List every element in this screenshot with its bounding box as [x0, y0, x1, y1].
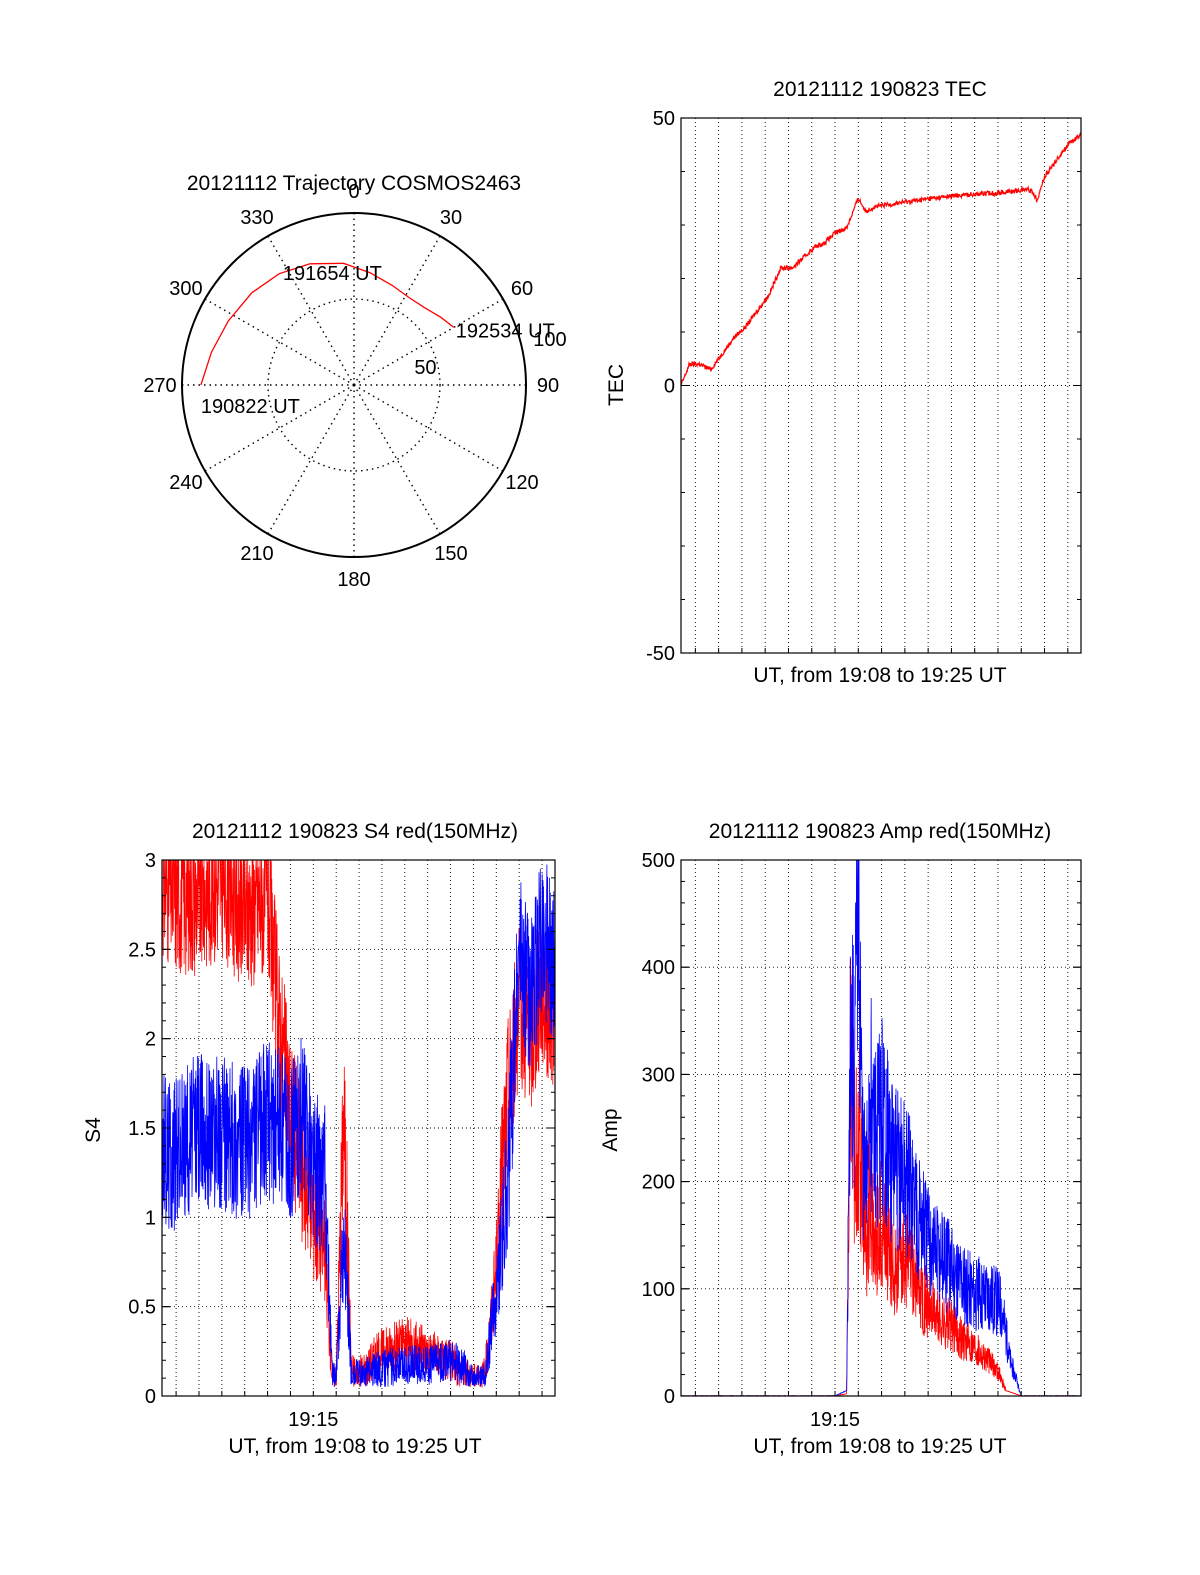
s4-ytick-label-3: 3	[145, 850, 156, 872]
tec-series	[680, 132, 1082, 386]
tec-ytick-label-50: 50	[653, 108, 675, 130]
amp-title: 20121112 190823 Amp red(150MHz)	[709, 820, 1051, 843]
trajectory-title: 20121112 Trajectory COSMOS2463	[187, 172, 521, 195]
polar-angle-label-150: 150	[434, 543, 467, 565]
polar-angle-label-270: 270	[143, 375, 176, 397]
polar-spoke-30	[353, 235, 441, 386]
s4-ylabel: S4	[82, 1117, 105, 1143]
tec-title: 20121112 190823 TEC	[773, 78, 987, 101]
amp-ytick-label-100: 100	[642, 1279, 675, 1301]
amp-yticks: 0 100 200 300 400 500	[642, 850, 1081, 1408]
polar-spoke-330	[267, 235, 355, 386]
s4-ytick-label-0.5: 0.5	[128, 1297, 156, 1319]
polar-spoke-60	[353, 298, 504, 386]
tec-ytick-label--50: -50	[646, 643, 675, 665]
polar-angle-label-120: 120	[505, 472, 538, 494]
s4-chart: 20121112 190823 S4 red(150MHz) 0 0.5 1 1.5 2…	[82, 820, 556, 1458]
s4-ytick-label-1.5: 1.5	[128, 1118, 156, 1140]
polar-frame	[181, 212, 527, 558]
s4-ytick-label-2.5: 2.5	[128, 939, 156, 961]
s4-ytick-label-2: 2	[145, 1029, 156, 1051]
tec-grid	[681, 118, 1081, 653]
amp-ytick-label-0: 0	[664, 1386, 675, 1408]
trajectory-annotation-1: 191654 UT	[283, 263, 382, 285]
polar-radial-label-50: 50	[414, 357, 436, 379]
tec-chart: 20121112 190823 TEC -50 0 50 UT, from 19:0…	[605, 78, 1082, 687]
amp-ytick-label-200: 200	[642, 1172, 675, 1194]
amp-xticks: 19:15	[810, 1409, 860, 1431]
polar-angle-label-30: 30	[440, 207, 462, 229]
s4-series	[161, 859, 556, 1388]
amp-xlabel: UT, from 19:08 to 19:25 UT	[753, 1435, 1006, 1458]
polar-spoke-120	[353, 384, 504, 472]
polar-spoke-240	[204, 384, 355, 472]
amp-chart: 20121112 190823 Amp red(150MHz) 0 100 200 3…	[599, 820, 1082, 1458]
s4-xtick-label-19:15: 19:15	[288, 1409, 338, 1431]
polar-spoke-300	[204, 298, 355, 386]
trajectory-annotation-2: 192534 UT	[456, 320, 555, 342]
amp-xtick-label-19:15: 19:15	[810, 1409, 860, 1431]
tec-xlabel: UT, from 19:08 to 19:25 UT	[753, 664, 1006, 687]
polar-angle-label-210: 210	[240, 543, 273, 565]
s4-title: 20121112 190823 S4 red(150MHz)	[192, 820, 518, 843]
amp-ytick-label-400: 400	[642, 957, 675, 979]
polar-angle-label-240: 240	[169, 472, 202, 494]
s4-ytick-label-1: 1	[145, 1207, 156, 1229]
polar-spoke-210	[267, 384, 355, 535]
polar-angle-labels: 0 30 60 90 120 150 180 210 240 270 300 330	[143, 181, 559, 591]
s4-series-blue	[161, 864, 556, 1388]
tec-ylabel: TEC	[605, 364, 628, 406]
amp-frame	[680, 859, 1082, 1397]
s4-xlabel: UT, from 19:08 to 19:25 UT	[228, 1435, 481, 1458]
polar-grid	[182, 213, 526, 557]
trajectory-annotations: 190822 UT 191654 UT 192534 UT	[201, 263, 555, 418]
polar-angle-label-300: 300	[169, 278, 202, 300]
polar-spoke-150	[353, 384, 441, 535]
polar-angle-label-0: 0	[348, 181, 359, 203]
amp-ylabel: Amp	[599, 1108, 622, 1151]
s4-ytick-label-0: 0	[145, 1386, 156, 1408]
tec-ytick-label-0: 0	[664, 376, 675, 398]
polar-ring-50	[267, 298, 441, 472]
tec-yticks: -50 0 50	[646, 108, 1081, 665]
polar-radial-labels: 50 100	[414, 329, 566, 379]
amp-ytick-label-300: 300	[642, 1064, 675, 1086]
polar-angle-label-330: 330	[240, 207, 273, 229]
polar-angle-label-60: 60	[511, 278, 533, 300]
amp-ytick-label-500: 500	[642, 850, 675, 872]
s4-yticks: 0 0.5 1 1.5 2 2.5 3	[128, 850, 555, 1408]
polar-radial-label-100: 100	[533, 329, 566, 351]
trajectory-chart: 20121112 Trajectory COSMOS2463 0 30 60 90 12…	[143, 172, 566, 591]
polar-angle-label-90: 90	[537, 375, 559, 397]
trajectory-annotation-0: 190822 UT	[201, 396, 300, 418]
trajectory-track	[200, 262, 455, 386]
tec-series-red	[680, 132, 1082, 386]
polar-angle-label-180: 180	[337, 569, 370, 591]
s4-xticks: 19:15	[288, 1409, 338, 1431]
